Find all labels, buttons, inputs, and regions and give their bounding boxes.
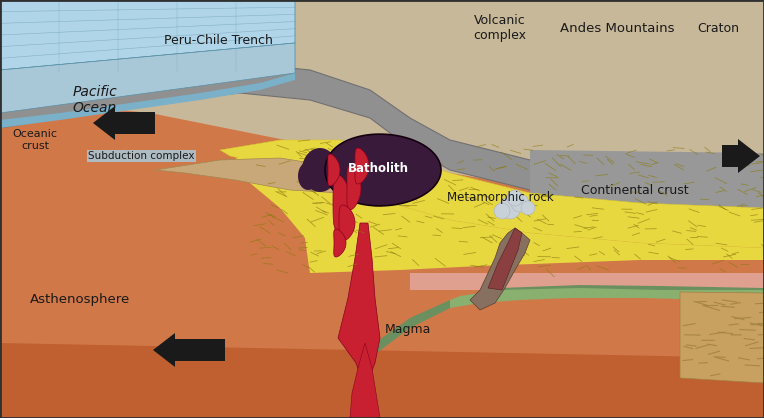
Polygon shape bbox=[325, 134, 441, 206]
Text: Pacific
Ocean: Pacific Ocean bbox=[73, 85, 118, 115]
Polygon shape bbox=[0, 343, 764, 418]
Polygon shape bbox=[333, 175, 351, 231]
Polygon shape bbox=[450, 288, 764, 308]
Polygon shape bbox=[350, 343, 380, 418]
Text: Magma: Magma bbox=[385, 324, 431, 336]
Polygon shape bbox=[328, 154, 340, 186]
Polygon shape bbox=[470, 228, 530, 310]
Polygon shape bbox=[680, 292, 764, 383]
Circle shape bbox=[511, 194, 529, 212]
Polygon shape bbox=[339, 205, 355, 241]
Text: Oceanic
crust: Oceanic crust bbox=[12, 129, 57, 151]
Polygon shape bbox=[370, 285, 764, 358]
FancyArrow shape bbox=[722, 139, 760, 173]
Text: Andes Mountains: Andes Mountains bbox=[560, 21, 675, 35]
Polygon shape bbox=[0, 73, 295, 128]
FancyArrow shape bbox=[93, 106, 155, 140]
Polygon shape bbox=[220, 140, 764, 248]
Polygon shape bbox=[530, 150, 764, 213]
Polygon shape bbox=[338, 223, 380, 388]
Circle shape bbox=[494, 203, 510, 219]
Text: Craton: Craton bbox=[697, 21, 739, 35]
Polygon shape bbox=[0, 63, 764, 208]
Polygon shape bbox=[0, 43, 295, 113]
Text: Peru-Chile Trench: Peru-Chile Trench bbox=[163, 33, 273, 46]
Circle shape bbox=[521, 201, 535, 215]
Polygon shape bbox=[410, 273, 764, 290]
Polygon shape bbox=[298, 162, 318, 190]
Polygon shape bbox=[347, 166, 361, 210]
Polygon shape bbox=[230, 156, 764, 273]
Polygon shape bbox=[302, 148, 338, 192]
Polygon shape bbox=[0, 0, 295, 70]
Polygon shape bbox=[0, 98, 764, 418]
Polygon shape bbox=[488, 228, 522, 290]
Polygon shape bbox=[155, 158, 355, 193]
Text: Batholith: Batholith bbox=[348, 161, 409, 174]
Text: Subduction complex: Subduction complex bbox=[88, 151, 195, 161]
Circle shape bbox=[507, 190, 523, 206]
Text: Volcanic
complex: Volcanic complex bbox=[474, 14, 526, 42]
Polygon shape bbox=[355, 148, 369, 184]
Circle shape bbox=[499, 197, 521, 219]
Text: Asthenosphere: Asthenosphere bbox=[30, 293, 130, 306]
Text: Continental crust: Continental crust bbox=[581, 184, 689, 196]
FancyArrow shape bbox=[153, 333, 225, 367]
Text: Metamorphic rock: Metamorphic rock bbox=[447, 191, 553, 204]
Polygon shape bbox=[334, 229, 346, 257]
